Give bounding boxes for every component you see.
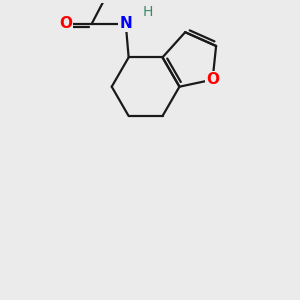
Text: O: O (59, 16, 72, 31)
Text: O: O (206, 72, 219, 87)
Text: H: H (142, 5, 153, 19)
Text: N: N (119, 16, 132, 31)
